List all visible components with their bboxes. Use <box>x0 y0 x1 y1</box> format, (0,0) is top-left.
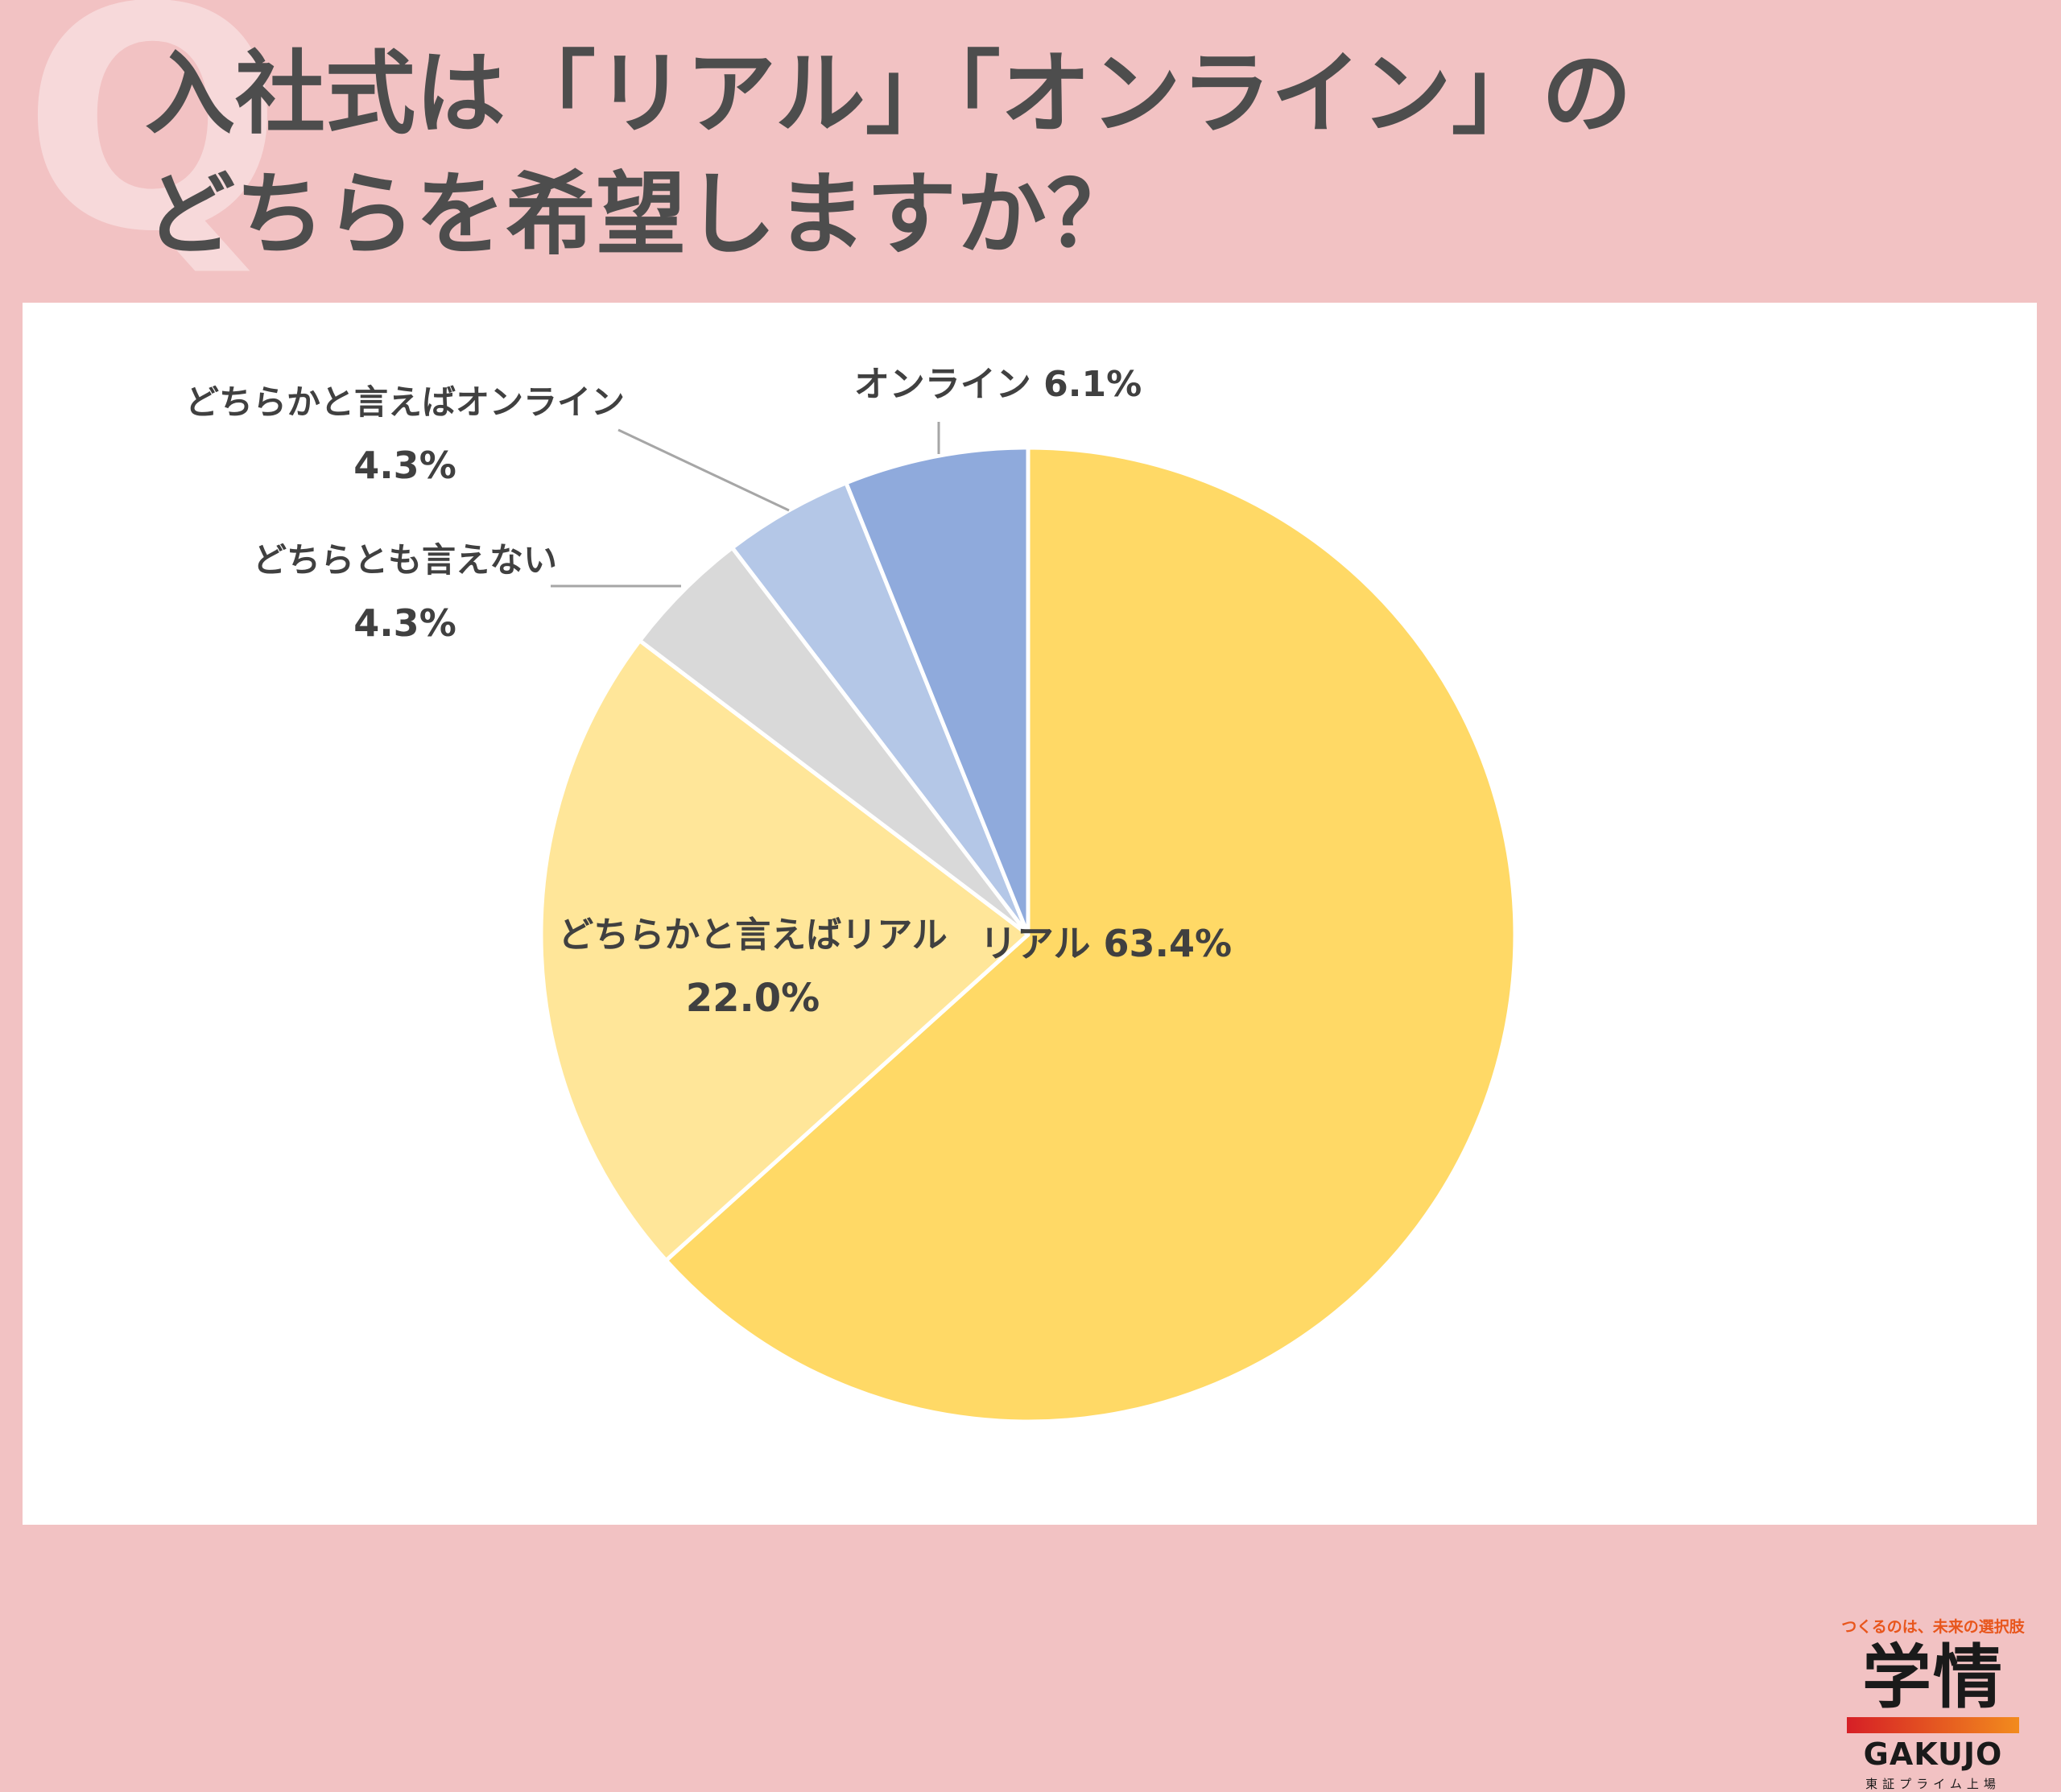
leader-lines <box>551 422 940 588</box>
gakujo-logo: つくるのは、未来の選択肢 学情 GAKUJO 東証プライム上場 <box>1840 1615 2026 1792</box>
logo-name-ja: 学情 <box>1862 1637 2004 1718</box>
logo-tagline: つくるのは、未来の選択肢 <box>1841 1618 2025 1636</box>
slice-name-real: リアル <box>980 922 1091 965</box>
slice-labels: リアル 63.4% どちらかと言えばリアル 22.0% どちらとも言えない 4.3% どち… <box>185 364 1232 1021</box>
slice-name-somewhat-real: どちらかと言えばリアル <box>558 915 948 956</box>
title-line-1: 入社式は「リアル」「オンライン」の <box>145 42 1632 147</box>
slice-value-somewhat-online: 4.3% <box>353 444 456 487</box>
logo-gradient-bar <box>1847 1717 2019 1734</box>
title-line-2: どちらを希望しますか？ <box>145 163 1137 267</box>
slice-value-real: 63.4% <box>1090 922 1232 965</box>
q-mark: Q <box>23 0 283 299</box>
pie-slice-real <box>663 445 1518 1424</box>
slice-value-neutral: 4.3% <box>353 601 456 645</box>
chart-panel: リアル 63.4% どちらかと言えばリアル 22.0% どちらとも言えない 4.3% どち… <box>23 303 2037 1791</box>
pie-chart: リアル 63.4% どちらかと言えばリアル 22.0% どちらとも言えない 4.3% どち… <box>185 364 1518 1424</box>
pie-slice-somewhat-real <box>539 638 1030 1263</box>
slice-name-online: オンライン <box>854 364 1031 405</box>
slice-value-somewhat-real: 22.0% <box>686 976 820 1021</box>
logo-listing: 東証プライム上場 <box>1865 1777 2001 1792</box>
pie-slices <box>539 445 1518 1424</box>
slice-name-somewhat-online: どちらかと言えばオンライン <box>185 382 625 422</box>
slice-name-neutral: どちらとも言えない <box>253 540 557 580</box>
leader-line-somewhat-online <box>617 428 790 512</box>
logo-name-en: GAKUJO <box>1863 1736 2003 1773</box>
slice-value-online: 6.1% <box>1031 364 1142 405</box>
slice-label-real: リアル 63.4% <box>980 922 1232 965</box>
page-title: 入社式は「リアル」「オンライン」の どちらを希望しますか？ <box>145 34 1632 275</box>
slice-label-online: オンライン 6.1% <box>854 364 1142 405</box>
pie-slice-online <box>844 445 1030 937</box>
